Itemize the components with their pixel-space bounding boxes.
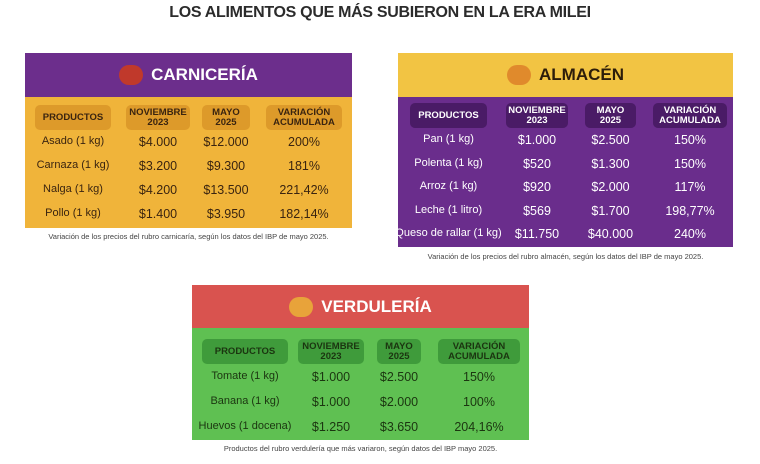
product-cell: Pan (1 kg) — [423, 133, 474, 145]
price-cell: $1.700 — [591, 203, 630, 218]
panel-title: ALMACÉN — [398, 53, 733, 97]
product-cell: Polenta (1 kg) — [414, 156, 483, 169]
price-cell: $1.000 — [311, 370, 351, 384]
panel-name: ALMACÉN — [539, 65, 624, 84]
price-cell: 198,77% — [665, 203, 715, 218]
panel-icon — [119, 65, 144, 85]
price-cell: 100% — [463, 395, 495, 409]
price-cell: $40.000 — [587, 227, 634, 241]
price-cell: $12.000 — [203, 135, 249, 149]
price-cell: $3.200 — [138, 159, 178, 173]
product-cell: Asado (1 kg) — [41, 135, 105, 147]
panel-title: CARNICERÍA — [25, 53, 352, 97]
product-cell: Queso de rallar (1 kg) — [395, 227, 502, 239]
column-header: NOVIEMBRE 2023 — [506, 103, 568, 128]
panel-icon — [289, 296, 314, 317]
price-cell: 181% — [288, 159, 320, 173]
product-cell: Banana (1 kg) — [210, 395, 280, 407]
price-cell: $3.950 — [206, 207, 246, 221]
price-cell: $1.400 — [138, 207, 178, 221]
panel-header — [398, 53, 733, 97]
product-cell: Nalga (1 kg) — [43, 183, 103, 195]
price-cell: $1.000 — [311, 395, 351, 409]
price-cell: $2.000 — [379, 395, 419, 409]
price-cell: 182,14% — [279, 207, 329, 221]
price-cell: $920 — [523, 180, 551, 194]
price-cell: 221,42% — [279, 183, 329, 197]
column-header: PRODUCTOS — [35, 105, 111, 130]
price-cell: $13.500 — [203, 183, 249, 197]
price-cell: $3.650 — [379, 420, 419, 434]
column-header: VARIACIÓN ACUMULADA — [438, 339, 520, 364]
price-cell: $2.000 — [591, 180, 630, 194]
column-header: MAYO 2025 — [585, 103, 636, 128]
price-cell: $1.300 — [591, 156, 630, 171]
panel-header — [192, 285, 529, 328]
panel-name: CARNICERÍA — [151, 65, 258, 84]
product-cell: Carnaza (1 kg) — [36, 159, 110, 171]
panel-name: VERDULERÍA — [321, 296, 432, 316]
product-cell: Tomate (1 kg) — [211, 370, 279, 382]
price-cell: 200% — [288, 135, 320, 149]
caption: Productos del rubro verdulería que más v… — [223, 444, 498, 453]
panel-header — [25, 53, 352, 97]
price-cell: $4.200 — [138, 183, 178, 197]
price-cell: 150% — [463, 370, 495, 384]
product-cell: Arroz (1 kg) — [419, 180, 478, 192]
price-cell: $11.750 — [514, 227, 560, 241]
price-cell: $2.500 — [379, 370, 419, 384]
panel-title: VERDULERÍA — [192, 285, 529, 328]
price-cell: $520 — [523, 156, 551, 171]
price-cell: $2.500 — [591, 133, 630, 147]
price-cell: 150% — [674, 133, 706, 147]
page-title: LOS ALIMENTOS QUE MÁS SUBIERON EN LA ERA… — [169, 4, 591, 21]
column-header: VARIACIÓN ACUMULADA — [653, 103, 727, 128]
column-header: VARIACIÓN ACUMULADA — [266, 105, 342, 130]
caption: Variación de los precios del rubro almac… — [427, 252, 704, 261]
price-cell: 204,16% — [454, 420, 504, 434]
column-header: NOVIEMBRE 2023 — [298, 339, 364, 364]
column-header: MAYO 2025 — [377, 339, 421, 364]
product-cell: Leche (1 litro) — [414, 203, 483, 216]
column-header: PRODUCTOS — [202, 339, 288, 364]
caption: Variación de los precios del rubro carni… — [48, 232, 329, 241]
product-cell: Pollo (1 kg) — [45, 207, 101, 219]
price-cell: 150% — [674, 156, 706, 171]
panel-icon — [507, 65, 531, 85]
price-cell: $569 — [523, 203, 551, 218]
price-cell: 117% — [674, 180, 706, 194]
column-header: NOVIEMBRE 2023 — [126, 105, 190, 130]
column-header: MAYO 2025 — [202, 105, 250, 130]
product-cell: Huevos (1 docena) — [198, 420, 292, 432]
price-cell: 240% — [674, 227, 706, 241]
price-cell: $9.300 — [206, 159, 246, 173]
price-cell: $1.000 — [517, 133, 557, 147]
price-cell: $4.000 — [138, 135, 178, 149]
price-cell: $1.250 — [311, 420, 351, 434]
column-header: PRODUCTOS — [410, 103, 487, 128]
